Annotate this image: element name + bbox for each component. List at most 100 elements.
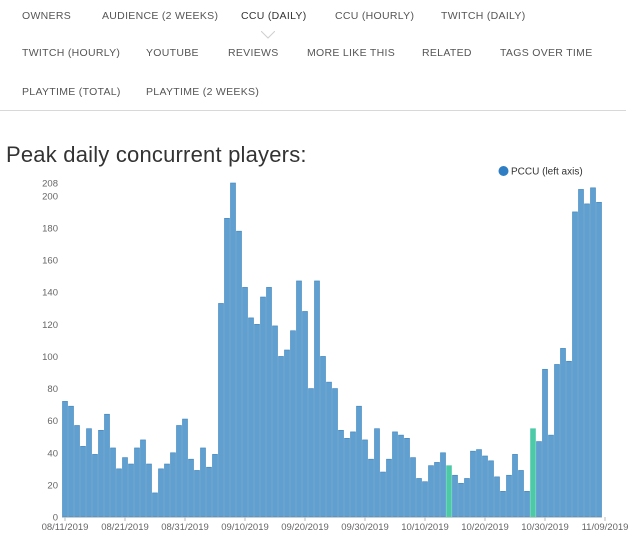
bar[interactable] [86,428,92,518]
bar[interactable] [482,455,488,518]
bar[interactable] [386,458,392,518]
bar[interactable] [62,401,68,518]
bar[interactable] [590,187,596,518]
bar[interactable] [368,458,374,518]
bar[interactable] [290,330,296,518]
chart-legend[interactable]: PCCU (left axis) [498,166,583,178]
bar[interactable] [518,470,524,518]
bar[interactable] [260,296,266,518]
bar[interactable] [200,447,206,518]
bar[interactable] [326,381,332,518]
bar[interactable] [284,349,290,518]
bar[interactable] [68,405,74,518]
bar[interactable] [536,441,542,518]
bar[interactable] [182,418,188,518]
bar[interactable] [272,325,278,518]
bar[interactable] [164,463,170,518]
bar[interactable] [104,413,110,518]
tab-tags-over-time[interactable]: TAGS OVER TIME [500,47,593,59]
bar[interactable] [566,360,572,518]
bar[interactable] [464,478,470,518]
bar[interactable] [548,434,554,518]
bar[interactable] [134,447,140,518]
tab-youtube[interactable]: YOUTUBE [146,47,199,59]
tab-more-like-this[interactable]: MORE LIKE THIS [307,47,396,59]
bar[interactable] [374,428,380,518]
bar[interactable] [398,434,404,518]
bar[interactable] [230,182,236,518]
bar[interactable] [98,429,104,518]
bar[interactable] [332,388,338,518]
bar[interactable] [140,439,146,518]
bar[interactable] [224,218,230,518]
bar[interactable] [248,317,254,518]
bar[interactable] [494,476,500,518]
bar[interactable] [428,465,434,518]
bar[interactable] [170,452,176,518]
bar[interactable] [116,468,122,518]
tab-twitch-hourly[interactable]: TWITCH (HOURLY) [22,47,121,59]
bar[interactable] [344,438,350,518]
bar[interactable] [380,471,386,518]
bar[interactable] [476,449,482,518]
tab-playtime-total[interactable]: PLAYTIME (TOTAL) [22,86,121,98]
bar[interactable] [356,405,362,518]
bar[interactable] [80,446,86,518]
bar[interactable] [74,425,80,518]
bar[interactable] [542,368,548,518]
bar[interactable] [122,457,128,518]
bar[interactable] [314,280,320,518]
bar[interactable] [146,463,152,518]
bar[interactable] [194,470,200,518]
tab-owners[interactable]: OWNERS [22,10,72,22]
bar[interactable] [524,491,530,518]
bar[interactable] [320,356,326,518]
bar[interactable] [110,447,116,518]
tab-playtime-2-weeks[interactable]: PLAYTIME (2 WEEKS) [146,86,260,98]
tab-ccu-daily[interactable]: CCU (DAILY) [241,10,307,22]
bar[interactable] [302,311,308,518]
bar[interactable] [188,458,194,518]
bar[interactable] [554,364,560,518]
bar[interactable] [488,460,494,518]
bar[interactable] [92,454,98,518]
tab-related[interactable]: RELATED [422,47,472,59]
bar[interactable] [152,492,158,518]
bar[interactable] [440,452,446,518]
bar[interactable] [458,482,464,518]
bar[interactable] [212,454,218,518]
bar[interactable] [452,474,458,518]
bar[interactable] [416,478,422,518]
bar[interactable] [506,474,512,518]
bar[interactable] [578,189,584,518]
tab-reviews[interactable]: REVIEWS [228,47,279,59]
bar[interactable] [512,454,518,518]
bar[interactable] [338,429,344,518]
bar[interactable] [470,450,476,518]
bar[interactable] [176,425,182,518]
bar[interactable] [158,468,164,518]
bar[interactable] [404,438,410,518]
bar[interactable] [362,439,368,518]
bar[interactable] [584,203,590,518]
bar[interactable] [296,280,302,518]
bar[interactable] [128,463,134,518]
bar[interactable] [572,211,578,518]
bar[interactable] [392,431,398,518]
bar[interactable] [434,462,440,518]
tab-twitch-daily[interactable]: TWITCH (DAILY) [441,10,526,22]
bar[interactable] [266,287,272,518]
bar[interactable] [350,431,356,518]
bar[interactable] [218,303,224,518]
bar[interactable] [422,481,428,518]
bar[interactable] [278,356,284,518]
bar[interactable] [308,388,314,518]
bar[interactable] [596,201,602,518]
bar[interactable] [254,324,260,518]
bar[interactable] [560,348,566,518]
tab-audience-2-weeks[interactable]: AUDIENCE (2 WEEKS) [102,10,219,22]
bar[interactable] [242,287,248,518]
bar[interactable] [236,230,242,518]
bar[interactable] [500,491,506,518]
bar[interactable] [206,466,212,518]
